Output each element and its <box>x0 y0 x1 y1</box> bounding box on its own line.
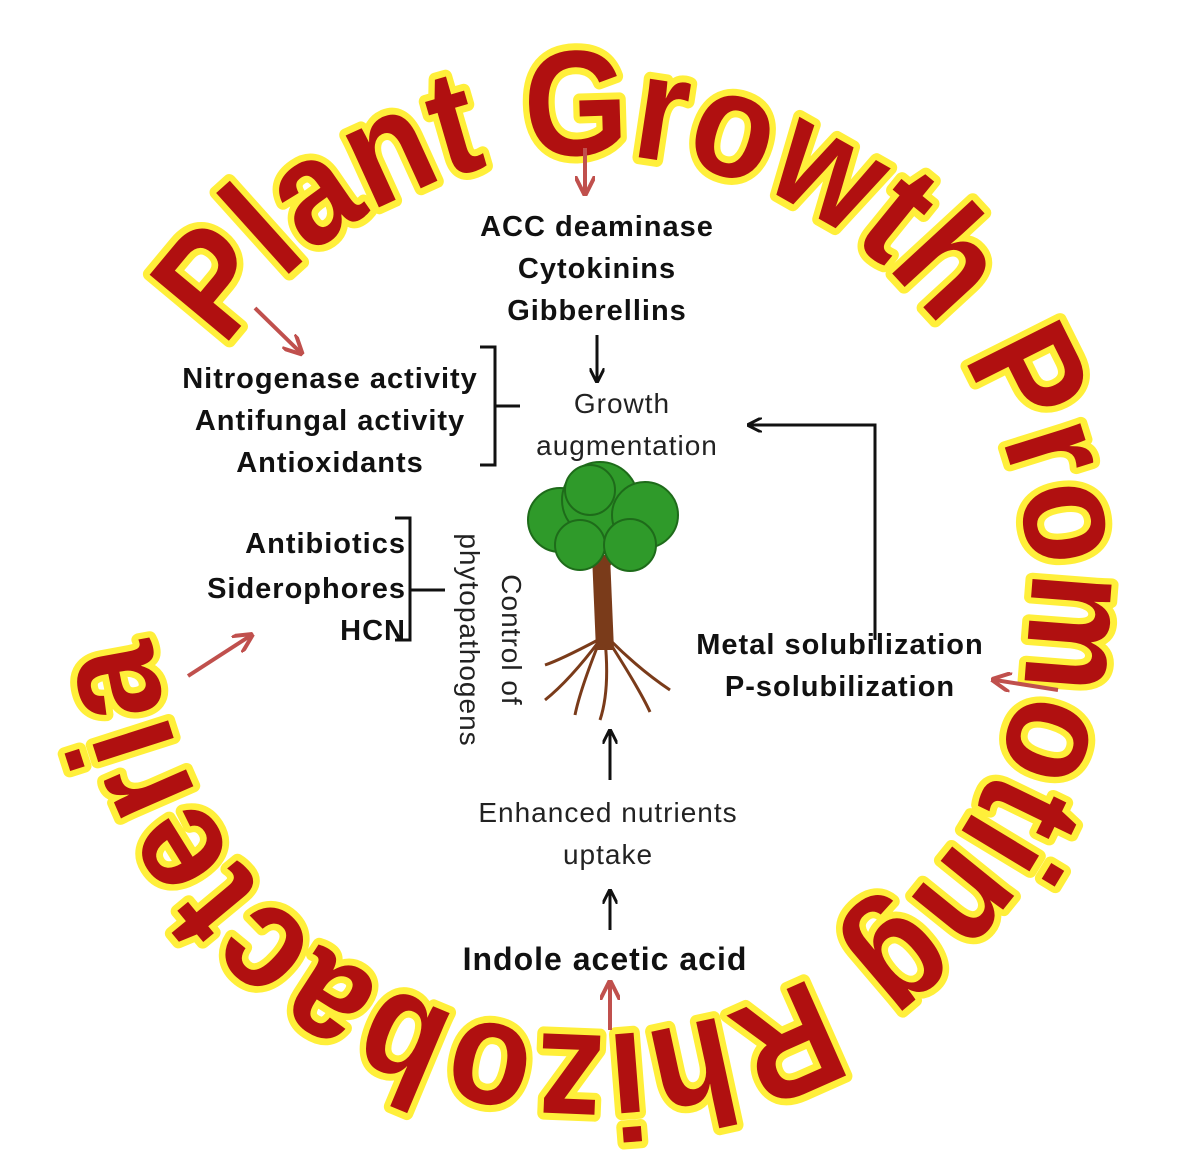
label: Indole acetic acid <box>463 941 748 977</box>
label: Cytokinins <box>518 253 676 285</box>
label: uptake <box>563 839 653 870</box>
page: {"title": "Plant Growth Promoting Rhizob… <box>0 0 1179 1173</box>
label: augmentation <box>536 430 718 461</box>
label: Antioxidants <box>236 447 424 479</box>
diagram: Plant Growth Promoting Rhizobacteria ACC… <box>0 0 1179 1173</box>
rotated-label: Control of phytopathogens <box>454 533 527 746</box>
bracket <box>480 347 520 465</box>
label: Metal solubilization <box>696 629 983 661</box>
labels: ACC deaminase Cytokinins Gibberellins Gr… <box>182 211 984 977</box>
label: Gibberellins <box>507 295 687 327</box>
ring-title: Plant Growth Promoting Rhizobacteria <box>16 18 1168 1172</box>
label: HCN <box>340 615 406 647</box>
arrow <box>750 425 875 640</box>
label: Enhanced nutrients <box>478 797 737 828</box>
ring-title-path: Plant Growth Promoting Rhizobacteria <box>16 18 1168 1172</box>
label: Growth <box>574 388 670 419</box>
label: ACC deaminase <box>480 211 714 243</box>
label: P-solubilization <box>725 671 955 703</box>
label: Control of <box>496 574 527 705</box>
tree <box>528 462 678 720</box>
label: Antifungal activity <box>195 405 465 437</box>
label: phytopathogens <box>454 533 485 746</box>
label: Antibiotics <box>245 528 406 560</box>
label: Nitrogenase activity <box>182 363 478 395</box>
label: Siderophores <box>207 573 406 605</box>
arrow <box>188 636 250 676</box>
